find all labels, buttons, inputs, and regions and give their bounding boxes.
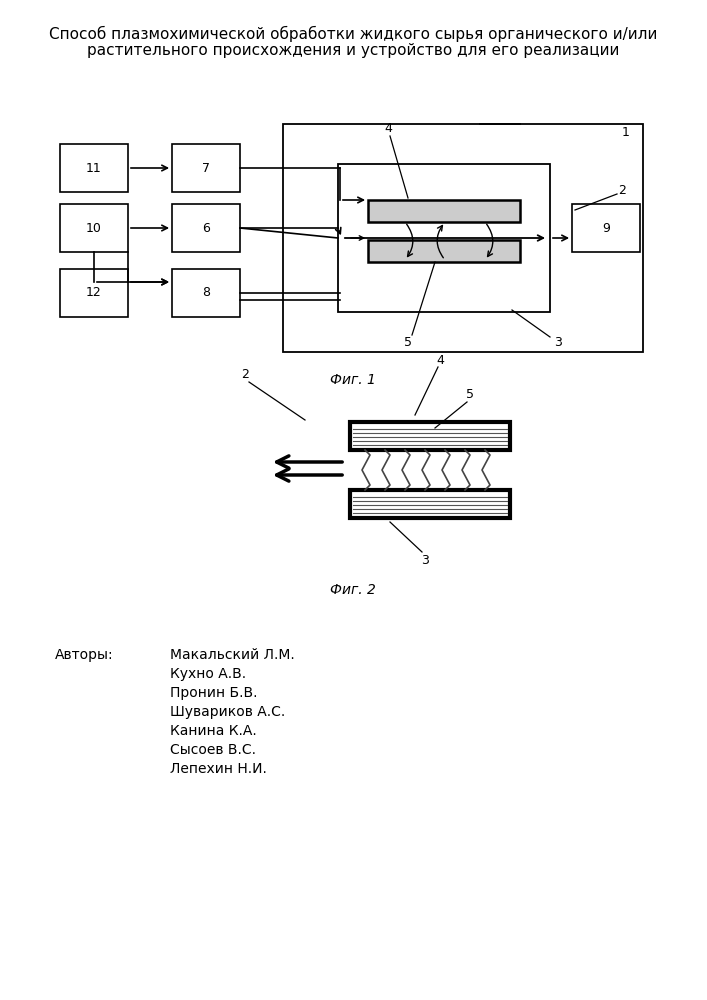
Text: 1: 1 xyxy=(622,125,630,138)
Bar xyxy=(60,269,128,317)
Text: Сысоев В.С.: Сысоев В.С. xyxy=(170,743,256,757)
Text: 4: 4 xyxy=(384,121,392,134)
Text: Авторы:: Авторы: xyxy=(55,648,114,662)
Text: 2: 2 xyxy=(618,184,626,196)
Text: Фиг. 1: Фиг. 1 xyxy=(330,373,376,387)
Bar xyxy=(350,490,510,518)
Text: 3: 3 xyxy=(554,336,562,350)
Text: 6: 6 xyxy=(202,222,210,234)
Text: Фиг. 2: Фиг. 2 xyxy=(330,583,376,597)
Text: Шувариков А.С.: Шувариков А.С. xyxy=(170,705,285,719)
Bar xyxy=(60,144,128,192)
Text: 5: 5 xyxy=(466,388,474,401)
Bar xyxy=(172,144,240,192)
Bar xyxy=(368,240,520,262)
Text: Лепехин Н.И.: Лепехин Н.И. xyxy=(170,762,267,776)
Text: растительного происхождения и устройство для его реализации: растительного происхождения и устройство… xyxy=(87,42,619,57)
Text: Макальский Л.М.: Макальский Л.М. xyxy=(170,648,295,662)
Text: 3: 3 xyxy=(421,554,429,566)
Text: 2: 2 xyxy=(241,368,249,381)
Bar xyxy=(368,200,520,222)
Text: 4: 4 xyxy=(436,354,444,366)
Text: 9: 9 xyxy=(602,222,610,234)
Text: 12: 12 xyxy=(86,286,102,300)
Bar xyxy=(172,269,240,317)
Text: 10: 10 xyxy=(86,222,102,234)
Text: Кухно А.В.: Кухно А.В. xyxy=(170,667,246,681)
Bar xyxy=(350,422,510,450)
Bar xyxy=(172,204,240,252)
Text: 8: 8 xyxy=(202,286,210,300)
Bar xyxy=(60,204,128,252)
Text: Канина К.А.: Канина К.А. xyxy=(170,724,257,738)
Bar xyxy=(572,204,640,252)
Bar xyxy=(283,124,643,352)
Text: 11: 11 xyxy=(86,161,102,174)
Bar xyxy=(338,164,550,312)
Text: 7: 7 xyxy=(202,161,210,174)
Text: Способ плазмохимической обработки жидкого сырья органического и/или: Способ плазмохимической обработки жидког… xyxy=(49,26,658,42)
Text: 5: 5 xyxy=(404,336,412,349)
Text: Пронин Б.В.: Пронин Б.В. xyxy=(170,686,257,700)
